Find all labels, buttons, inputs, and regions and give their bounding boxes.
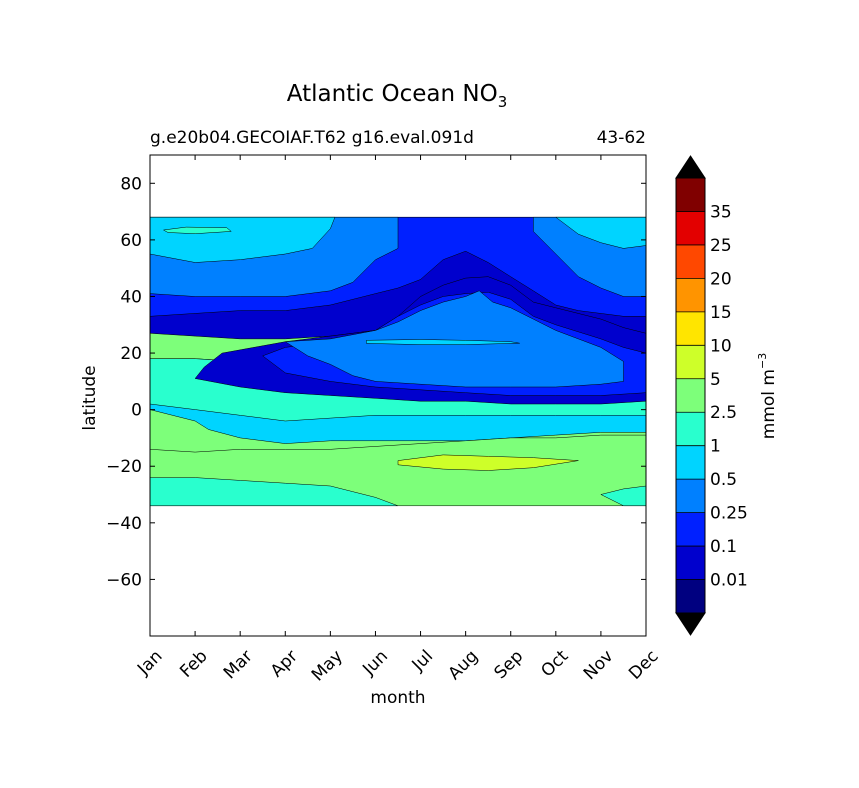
colorbar-tick-label: 1 [710, 437, 721, 457]
y-tick-label: 20 [120, 344, 142, 364]
chart-title-subscript: 3 [498, 93, 508, 111]
colorbar-segment [676, 579, 705, 613]
y-tick-label: −40 [106, 514, 142, 534]
y-tick-label: 60 [120, 231, 142, 251]
colorbar-segment [676, 178, 705, 212]
colorbar-segment [676, 445, 705, 480]
colorbar-tick-label: 2.5 [710, 403, 737, 423]
x-tick-label: Jun [358, 646, 392, 680]
colorbar-tick-label: 15 [710, 303, 732, 323]
contour-field [150, 216, 646, 507]
colorbar-segment [676, 412, 705, 446]
y-tick-label: 80 [120, 174, 142, 194]
x-tick-label: May [308, 646, 347, 685]
colorbar-tick-label: 20 [710, 269, 732, 289]
plot-frame [149, 154, 647, 637]
colorbar-segment [676, 244, 705, 279]
colorbar-segment [676, 345, 705, 379]
x-tick-label: Nov [580, 646, 618, 684]
x-tick-label: Feb [176, 646, 211, 681]
colorbar-tick-label: 0.01 [710, 571, 748, 591]
x-tick-label: Jul [408, 646, 437, 675]
chart-subtitle-right: 43-62 [597, 128, 646, 148]
colorbar-segment [676, 378, 705, 413]
colorbar-tick-label: 35 [710, 202, 732, 222]
y-tick-label: 0 [131, 401, 142, 421]
contour-region-spot-upper-orange [163, 226, 232, 234]
contour-region-band-south-yellowgreen [397, 454, 579, 471]
colorbar-tick-label: 0.25 [710, 504, 748, 524]
colorbar-segment [676, 546, 705, 580]
y-tick-label: −60 [106, 570, 142, 590]
contour-region-line-navy [366, 339, 520, 345]
colorbar-frame [675, 177, 706, 614]
x-tick-label: Mar [220, 646, 257, 683]
colorbar-segment [676, 479, 705, 513]
colorbar-tick-label: 5 [710, 370, 721, 390]
chart-title: Atlantic Ocean NO3 [287, 81, 508, 111]
colorbar-segment [676, 512, 705, 547]
x-tick-label: Dec [625, 646, 662, 683]
colorbar-tick-label: 0.5 [710, 470, 737, 490]
x-tick-label: Oct [537, 646, 572, 681]
colorbar: 0.01 0.1 0.25 0.5 1 2.5 5 10 15 20 25 35 [675, 155, 748, 636]
colorbar-label-superscript: −3 [756, 353, 769, 369]
chart-subtitle-left: g.e20b04.GECOIAF.T62 g16.eval.091d [150, 128, 474, 148]
y-tick-label: −20 [106, 457, 142, 477]
x-tick-label: Apr [267, 646, 302, 681]
colorbar-label: mmol m−3 [756, 353, 779, 439]
x-tick-label: Aug [445, 646, 483, 684]
y-axis: 80 60 40 20 0 −20 −40 −60 [106, 174, 646, 590]
y-axis-label: latitude [80, 365, 100, 430]
colorbar-extend-top [675, 155, 706, 179]
x-tick-label: Jan [133, 646, 166, 679]
contour-region-band-south-cyan-west [150, 477, 399, 507]
colorbar-tick-label: 25 [710, 236, 732, 256]
x-tick-label: Sep [490, 646, 527, 683]
x-axis-label: month [370, 688, 425, 708]
contour-region-band-upper-yellow-east [555, 216, 646, 249]
colorbar-segment [676, 311, 705, 346]
colorbar-segment [676, 211, 705, 245]
contour-region-band-south-cyan-east [600, 485, 646, 507]
colorbar-tick-label: 10 [710, 336, 732, 356]
colorbar-tick-label: 0.1 [710, 537, 737, 557]
colorbar-segment [676, 278, 705, 312]
y-tick-label: 40 [120, 287, 142, 307]
contour-region-blob-darkblue [285, 290, 624, 388]
colorbar-extend-bottom [675, 612, 706, 636]
